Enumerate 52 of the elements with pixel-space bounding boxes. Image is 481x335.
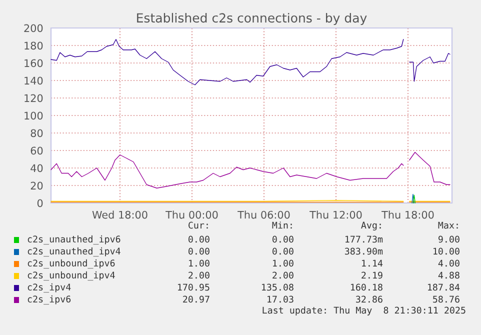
text: 0.00: [188, 236, 210, 243]
text: 17.03: [268, 296, 294, 303]
text: Min:: [272, 222, 292, 229]
y-tick-label: 200: [24, 24, 43, 32]
legend-label: c2s_unbound_ipv4: [28, 271, 115, 281]
y-tick-label: 80: [30, 129, 43, 138]
x-tick-label: Thu 18:00: [382, 210, 434, 219]
text: 2.00: [272, 272, 294, 279]
y-tick-label: 0: [37, 199, 43, 208]
text: 0.00: [272, 248, 294, 255]
text: 10.00: [434, 248, 460, 255]
text: 2.00: [188, 272, 210, 279]
y-tick-label: 60: [30, 146, 43, 155]
text: Cur:: [188, 222, 208, 229]
text: 4.88: [438, 272, 460, 279]
x-tick-label: Wed 18:00: [92, 210, 148, 219]
text: Max:: [438, 222, 458, 229]
text: 4.00: [438, 260, 460, 267]
legend-label: c2s_unauthed_ipv4: [28, 247, 120, 257]
text: 20.97: [183, 296, 210, 303]
text: 383.90m: [344, 248, 383, 255]
text: 0.00: [272, 236, 294, 243]
text: 2.19: [362, 272, 382, 279]
text: 160.18: [350, 284, 382, 291]
y-tick-label: 140: [24, 76, 43, 85]
y-tick-label: 180: [24, 42, 43, 50]
text: 135.08: [262, 284, 294, 291]
y-tick-label: 160: [24, 59, 43, 68]
chart-title: Established c2s connections - by day: [137, 12, 367, 26]
text: 1.00: [189, 260, 210, 267]
text: 1.14: [362, 260, 383, 267]
x-tick-label: Thu 00:00: [166, 210, 218, 219]
y-tick-label: 40: [30, 164, 43, 172]
text: 58.76: [433, 296, 460, 303]
legend-label: c2s_unbound_ipv6: [28, 259, 115, 269]
text: Avg:: [361, 222, 381, 230]
x-tick-label: Thu 06:00: [238, 210, 290, 219]
legend-label: c2s_unauthed_ipv6: [28, 235, 120, 245]
text: 32.86: [356, 296, 382, 303]
text: 9.00: [438, 236, 460, 243]
text: 187.84: [428, 284, 460, 291]
text: Last update: Thu May 8 21:30:11 2025: [262, 306, 466, 316]
text: 177.73m: [345, 236, 383, 243]
text: 170.95: [178, 284, 210, 291]
x-tick-label: Thu 12:00: [310, 210, 362, 219]
y-tick-label: 20: [30, 182, 43, 190]
y-tick-label: 100: [24, 112, 43, 120]
y-tick-label: 120: [24, 94, 43, 102]
legend-label: c2s_ipv4: [28, 283, 71, 293]
text: 0.00: [188, 248, 210, 255]
text: 1.00: [273, 260, 294, 267]
legend-label: c2s_ipv6: [28, 295, 71, 305]
